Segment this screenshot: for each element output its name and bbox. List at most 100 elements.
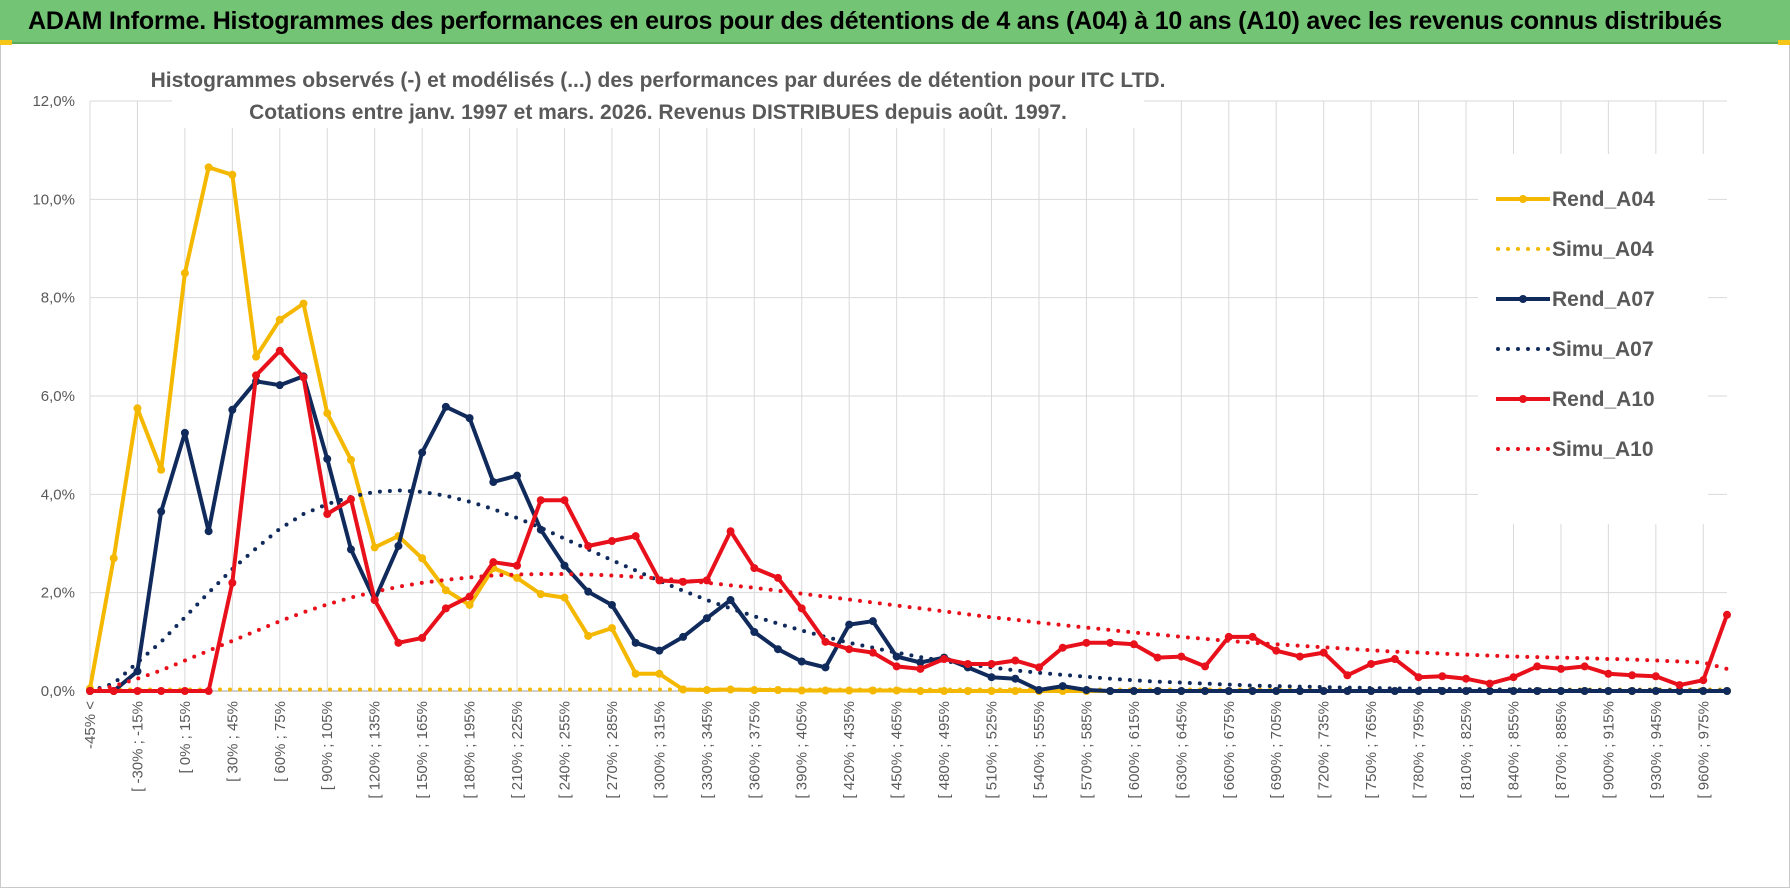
- data-point: [1580, 662, 1589, 671]
- data-point: [868, 648, 877, 657]
- data-point: [1272, 687, 1281, 695]
- data-point: [774, 573, 783, 582]
- data-point: [1414, 673, 1423, 682]
- data-point: [1580, 687, 1589, 695]
- x-tick-label: [ 480% ; 495%: [936, 701, 953, 799]
- data-point: [1367, 659, 1376, 668]
- data-point: [252, 371, 261, 380]
- data-point: [1034, 663, 1043, 672]
- legend-label: Rend_A04: [1552, 188, 1655, 211]
- data-point: [228, 170, 237, 179]
- x-tick-label: [ 810% ; 825%: [1458, 701, 1475, 799]
- x-tick-label: [ 90% ; 105%: [319, 701, 336, 790]
- x-tick-label: [ 60% ; 75%: [272, 701, 289, 782]
- x-tick-label: [ 180% ; 195%: [462, 701, 479, 799]
- legend: Rend_A04 Simu_A04 Rend_A07 Simu_A07 Rend_A10…: [1478, 154, 1708, 524]
- data-point: [726, 596, 735, 605]
- x-tick-label: [ 210% ; 225%: [509, 701, 526, 799]
- data-point: [1058, 682, 1067, 691]
- data-point: [940, 687, 949, 695]
- y-tick-label: 4,0%: [41, 486, 75, 503]
- data-point: [750, 628, 759, 636]
- x-tick-label: [ 900% ; 915%: [1600, 701, 1617, 799]
- data-point: [1651, 672, 1660, 681]
- data-point: [916, 658, 925, 667]
- data-point: [774, 645, 783, 654]
- data-point: [1462, 674, 1471, 683]
- data-point: [275, 381, 284, 390]
- x-tick-label: [ 330% ; 345%: [699, 701, 716, 799]
- banner-corner-right: [1778, 40, 1790, 45]
- series-line-Simu_A10: [88, 572, 1729, 693]
- data-point: [987, 659, 996, 668]
- report-title: ADAM Informe. Histogrammes des performan…: [28, 7, 1722, 35]
- data-point: [940, 655, 949, 664]
- y-axis: 0,0% 2,0% 4,0% 6,0% 8,0% 10,0% 12,0%: [32, 93, 75, 700]
- data-point: [631, 669, 640, 678]
- data-point: [441, 402, 450, 411]
- data-point: [1533, 662, 1542, 671]
- data-point: [655, 646, 664, 655]
- data-point: [1153, 687, 1162, 695]
- series-Simu_A10: [88, 572, 1729, 693]
- legend-label: Rend_A10: [1552, 388, 1655, 411]
- x-tick-label: [ 660% ; 675%: [1221, 701, 1238, 799]
- x-tick-label: [ 540% ; 555%: [1031, 701, 1048, 799]
- data-point: [631, 532, 640, 541]
- data-point: [1604, 669, 1613, 678]
- data-point: [180, 269, 189, 278]
- data-point: [418, 633, 427, 642]
- chart-title-box: Histogrammes observés (-) et modélisés (…: [151, 62, 1165, 128]
- data-point: [133, 687, 142, 695]
- data-point: [370, 543, 379, 552]
- x-tick-label: [ 930% ; 945%: [1648, 701, 1665, 799]
- data-point: [892, 662, 901, 671]
- data-point: [1319, 687, 1328, 695]
- data-point: [845, 645, 854, 654]
- data-point: [228, 405, 237, 414]
- data-point: [1248, 632, 1257, 641]
- data-point: [513, 573, 522, 582]
- data-point: [1201, 662, 1210, 671]
- data-point: [1319, 648, 1328, 657]
- x-tick-label: [ 960% ; 975%: [1695, 701, 1712, 799]
- data-point: [418, 554, 427, 563]
- data-point: [1699, 687, 1708, 695]
- data-point: [1556, 664, 1565, 673]
- data-point: [1082, 686, 1091, 695]
- data-point: [631, 638, 640, 647]
- legend-label: Simu_A07: [1552, 338, 1654, 361]
- x-tick-label: [ 570% ; 585%: [1078, 701, 1095, 799]
- legend-label: Simu_A04: [1552, 238, 1654, 261]
- data-point: [109, 554, 118, 563]
- data-point: [1177, 652, 1186, 661]
- data-point: [536, 590, 545, 599]
- data-point: [1651, 687, 1660, 695]
- legend-item-Rend_A04: Rend_A04: [1496, 188, 1655, 211]
- data-point: [1129, 687, 1138, 695]
- data-point: [1509, 673, 1518, 682]
- banner-corner-left: [0, 40, 12, 45]
- data-point: [1129, 640, 1138, 649]
- x-tick-label: [ -30% ; -15%: [129, 701, 146, 792]
- data-point: [868, 617, 877, 626]
- data-point: [1343, 671, 1352, 680]
- chart-title-line2: Cotations entre janv. 1997 et mars. 2026…: [249, 101, 1067, 124]
- x-tick-label: [ 690% ; 705%: [1268, 701, 1285, 799]
- legend-item-Simu_A07: Simu_A07: [1496, 338, 1654, 361]
- data-point: [323, 454, 332, 463]
- data-point: [1248, 687, 1257, 695]
- data-point: [465, 600, 474, 609]
- data-point: [346, 495, 355, 504]
- data-point: [346, 545, 355, 554]
- y-tick-label: 8,0%: [41, 290, 75, 307]
- data-point: [157, 687, 166, 695]
- data-point: [702, 614, 711, 623]
- data-point: [584, 541, 593, 550]
- data-point: [679, 685, 688, 694]
- y-tick-label: 10,0%: [32, 191, 75, 208]
- data-point: [465, 414, 474, 423]
- data-point: [963, 659, 972, 668]
- data-point: [797, 657, 806, 666]
- legend-item-Rend_A07: Rend_A07: [1496, 288, 1655, 311]
